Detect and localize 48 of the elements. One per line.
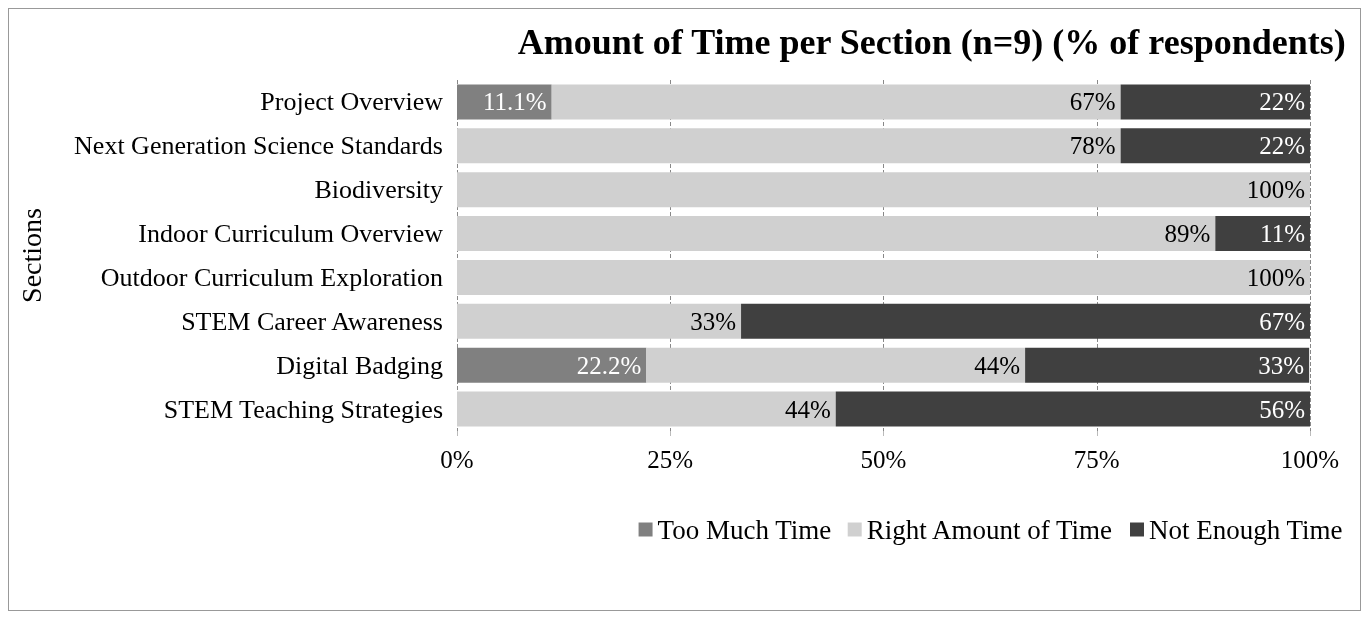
- bar: [741, 303, 1310, 339]
- bar: [457, 391, 836, 427]
- x-tick-label: 50%: [860, 446, 907, 473]
- data-label: 11.1%: [483, 88, 547, 116]
- y-tick-label: STEM Teaching Strategies: [163, 394, 443, 424]
- data-label: 33%: [1258, 351, 1305, 379]
- data-label: 100%: [1246, 263, 1305, 291]
- legend-label: Right Amount of Time: [866, 514, 1113, 545]
- y-tick-label: Digital Badging: [276, 350, 443, 380]
- data-label: 78%: [1069, 132, 1116, 160]
- legend-label: Not Enough Time: [1148, 514, 1343, 545]
- data-label: 100%: [1246, 176, 1305, 204]
- bar: [646, 347, 1026, 383]
- data-label: 56%: [1259, 395, 1305, 423]
- y-tick-label: Indoor Curriculum Overview: [138, 219, 444, 249]
- y-tick-label: Outdoor Curriculum Exploration: [100, 262, 443, 292]
- data-label: 22%: [1259, 132, 1305, 160]
- bar: [1120, 84, 1310, 120]
- y-tick-label: Next Generation Science Standards: [74, 131, 443, 161]
- data-label: 11%: [1260, 220, 1305, 248]
- bar: [457, 259, 1310, 295]
- data-label: 67%: [1069, 88, 1116, 116]
- bar: [457, 172, 1310, 208]
- data-label: 89%: [1164, 220, 1211, 248]
- bar: [835, 391, 1310, 427]
- y-tick-label: Project Overview: [260, 87, 444, 117]
- data-label: 44%: [784, 395, 831, 423]
- data-label: 44%: [974, 351, 1021, 379]
- bar: [457, 216, 1216, 252]
- x-tick-label: 100%: [1280, 446, 1340, 473]
- bar: [551, 84, 1121, 120]
- bar: [457, 303, 742, 339]
- y-axis-title: Sections: [15, 208, 47, 303]
- data-label: 67%: [1259, 307, 1305, 335]
- x-tick-label: 75%: [1073, 446, 1120, 473]
- data-label: 22.2%: [576, 351, 642, 379]
- legend-label: Too Much Time: [657, 514, 832, 545]
- data-label: 22%: [1259, 88, 1305, 116]
- x-tick-label: 25%: [647, 446, 694, 473]
- chart-title: Amount of Time per Section (n=9) (% of respondents): [517, 22, 1346, 62]
- bar: [1215, 216, 1310, 252]
- bar: [457, 128, 1121, 164]
- y-tick-label: STEM Career Awareness: [181, 306, 443, 336]
- x-tick-label: 0%: [440, 446, 474, 473]
- y-tick-label: Biodiversity: [314, 175, 443, 205]
- bar: [1025, 347, 1310, 383]
- bar: [1120, 128, 1310, 164]
- data-label: 33%: [690, 307, 737, 335]
